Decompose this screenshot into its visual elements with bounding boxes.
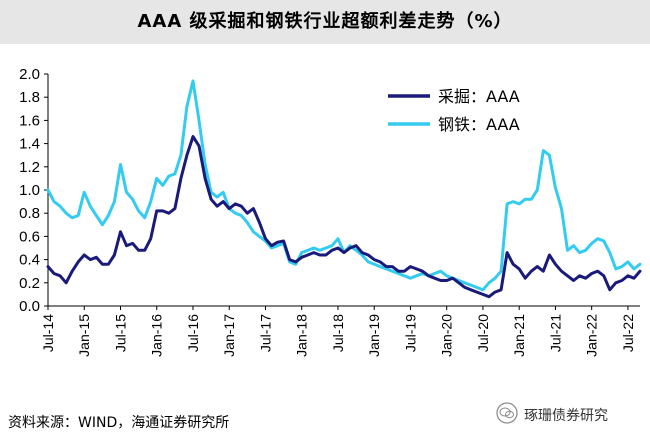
y-tick-label: 2.0 (19, 66, 40, 83)
series-layer (46, 79, 642, 299)
x-tick-label: Jul-21 (547, 314, 563, 352)
chart-title: AAA 级采掘和钢铁行业超额利差走势（%） (137, 11, 513, 32)
y-tick-label: 1.2 (19, 159, 40, 176)
x-tick-label: Jan-17 (221, 314, 237, 357)
chart-legend: 采掘：AAA 钢铁：AAA (388, 87, 520, 134)
x-tick-label: Jul-20 (475, 314, 491, 352)
y-tick-label: 1.4 (19, 136, 40, 153)
x-tick-label: Jan-16 (149, 314, 165, 357)
y-tick-label: 0.4 (19, 252, 40, 269)
x-tick-label: Jan-15 (76, 314, 92, 357)
source-note: 资料来源：WIND，海通证券研究所 (8, 415, 230, 431)
x-tick-label: Jul-16 (185, 314, 201, 352)
y-tick-label: 1.6 (19, 112, 40, 129)
watermark-text: 琢珊债券研究 (524, 408, 608, 424)
x-tick-label: Jul-18 (330, 314, 346, 352)
x-tick-label: Jul-22 (620, 314, 636, 352)
y-tick-label: 0.6 (19, 228, 40, 245)
y-tick-label: 1.0 (19, 182, 40, 199)
x-tick-label: Jul-15 (112, 314, 128, 352)
x-tick-label: Jul-17 (257, 314, 273, 352)
x-tick-label: Jan-21 (511, 314, 527, 357)
x-tick-label: Jul-19 (402, 314, 418, 352)
wechat-icon (496, 402, 518, 424)
legend-label-steel: 钢铁：AAA (438, 115, 520, 134)
legend-label-mining: 采掘：AAA (438, 87, 520, 106)
x-tick-label: Jul-14 (40, 314, 56, 352)
y-tick-label: 1.8 (19, 89, 40, 106)
chart-axes: 0.0 0.2 0.4 0.6 0.8 1.0 1.2 1.4 1.6 1.8 2.0 Jul-14 J… (19, 66, 640, 357)
y-tick-label: 0.8 (19, 205, 40, 222)
x-tick-label: Jan-18 (294, 314, 310, 357)
y-tick-label: 0.0 (19, 298, 40, 315)
x-tick-label: Jan-19 (366, 314, 382, 357)
x-tick-label: Jan-22 (584, 314, 600, 357)
x-tick-label: Jan-20 (439, 314, 455, 357)
series-line-mining (46, 135, 642, 299)
y-tick-label: 0.2 (19, 275, 40, 292)
title-bar (0, 0, 650, 44)
